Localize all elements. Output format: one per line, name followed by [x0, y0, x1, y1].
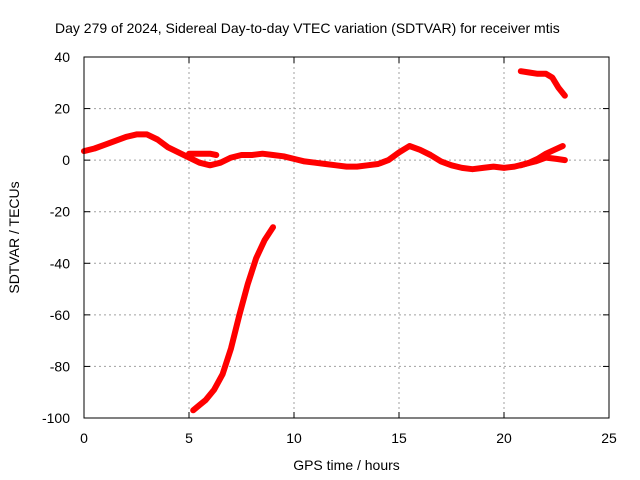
x-axis-title: GPS time / hours: [293, 457, 400, 473]
y-tick-label: -100: [42, 410, 70, 426]
chart-title: Day 279 of 2024, Sidereal Day-to-day VTE…: [55, 20, 560, 36]
y-tick-label: 20: [54, 101, 70, 117]
series-rise: [190, 224, 276, 414]
x-tick-label: 10: [286, 430, 302, 446]
y-tick-label: -60: [50, 307, 70, 323]
y-tick-label: 40: [54, 49, 70, 65]
x-tick-label: 20: [496, 430, 512, 446]
series-tail: [517, 143, 566, 169]
ticks: 0 5 10 15 20 25 -100 -80 -60 -40 -20 0 20 40: [42, 49, 617, 446]
x-tick-label: 0: [80, 430, 88, 446]
x-tick-label: 5: [185, 430, 193, 446]
y-tick-label: -80: [50, 358, 70, 374]
series-branch-5-6: [186, 150, 220, 158]
y-tick-label: -20: [50, 204, 70, 220]
x-tick-label: 15: [391, 430, 407, 446]
series-layer: [81, 68, 568, 414]
y-tick-label: -40: [50, 255, 70, 271]
y-tick-label: 0: [62, 152, 70, 168]
series-main: [81, 131, 568, 173]
grid: [84, 57, 609, 418]
series-upper: [517, 68, 568, 99]
x-tick-label: 25: [601, 430, 617, 446]
y-axis-title: SDTVAR / TECUs: [6, 181, 22, 293]
plot-frame: [83, 56, 610, 419]
